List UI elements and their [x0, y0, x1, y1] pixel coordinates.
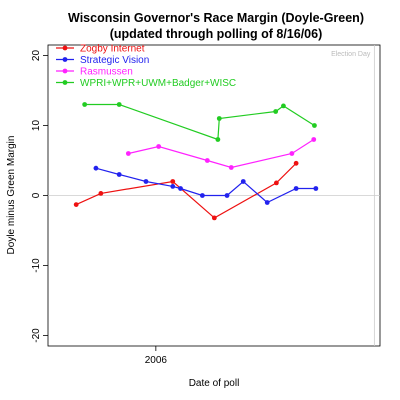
data-point	[313, 186, 319, 191]
legend-marker	[62, 45, 68, 51]
data-point	[143, 179, 149, 184]
legend-label: Rasmussen	[80, 67, 133, 78]
y-tick-label: 20	[31, 50, 42, 62]
data-point	[156, 144, 162, 149]
series-layer	[73, 102, 319, 221]
data-point	[215, 137, 221, 142]
y-tick-label: -20	[31, 328, 42, 343]
data-point	[178, 186, 183, 191]
data-point	[170, 179, 176, 184]
y-tick-label: 10	[31, 120, 42, 132]
data-point	[116, 102, 122, 107]
data-point	[264, 200, 270, 205]
series-line	[95, 167, 316, 204]
chart-subtitle: (updated through polling of 8/16/06)	[110, 27, 323, 41]
y-axis-label: Doyle minus Green Margin	[6, 136, 17, 255]
legend-label: Zogby Internet	[80, 44, 145, 55]
y-tick-label: 0	[31, 192, 42, 198]
legend-marker	[62, 68, 68, 74]
legend-label: Strategic Vision	[80, 55, 149, 66]
chart-title: Wisconsin Governor's Race Margin (Doyle-…	[68, 11, 364, 25]
data-point	[293, 186, 299, 191]
data-point	[273, 180, 279, 186]
y-tick-label: -10	[31, 258, 42, 273]
data-point	[82, 102, 88, 107]
legend-label: WPRI+WPR+UWM+Badger+WISC	[80, 78, 236, 89]
data-point	[98, 191, 104, 196]
x-axis-label: Date of poll	[189, 378, 240, 389]
data-point	[125, 151, 131, 156]
series-group	[73, 160, 299, 221]
data-point	[199, 193, 205, 198]
legend-marker	[62, 80, 68, 85]
y-axis: -20 -10 0 10 20	[31, 50, 48, 343]
series-group	[125, 137, 317, 170]
data-point	[273, 109, 279, 114]
data-point	[312, 123, 317, 128]
data-point	[228, 165, 234, 170]
data-point	[289, 151, 295, 156]
data-point	[211, 215, 217, 221]
x-tick-label: 2006	[145, 355, 168, 366]
series-line	[75, 162, 297, 219]
data-point	[293, 160, 299, 166]
series-group	[93, 165, 319, 205]
data-point	[281, 103, 286, 109]
data-point	[116, 172, 122, 177]
data-point	[73, 202, 79, 208]
data-point	[216, 116, 222, 121]
series-line	[128, 138, 315, 169]
data-point	[311, 137, 317, 142]
election-day-label: Election Day	[331, 51, 371, 58]
data-point	[204, 158, 210, 163]
data-point	[170, 184, 176, 189]
data-point	[93, 165, 99, 171]
series-group	[82, 102, 317, 142]
data-point	[240, 179, 246, 184]
x-axis: 2006	[145, 346, 168, 366]
series-line	[84, 103, 315, 141]
data-point	[224, 193, 230, 198]
legend-marker	[62, 57, 68, 62]
